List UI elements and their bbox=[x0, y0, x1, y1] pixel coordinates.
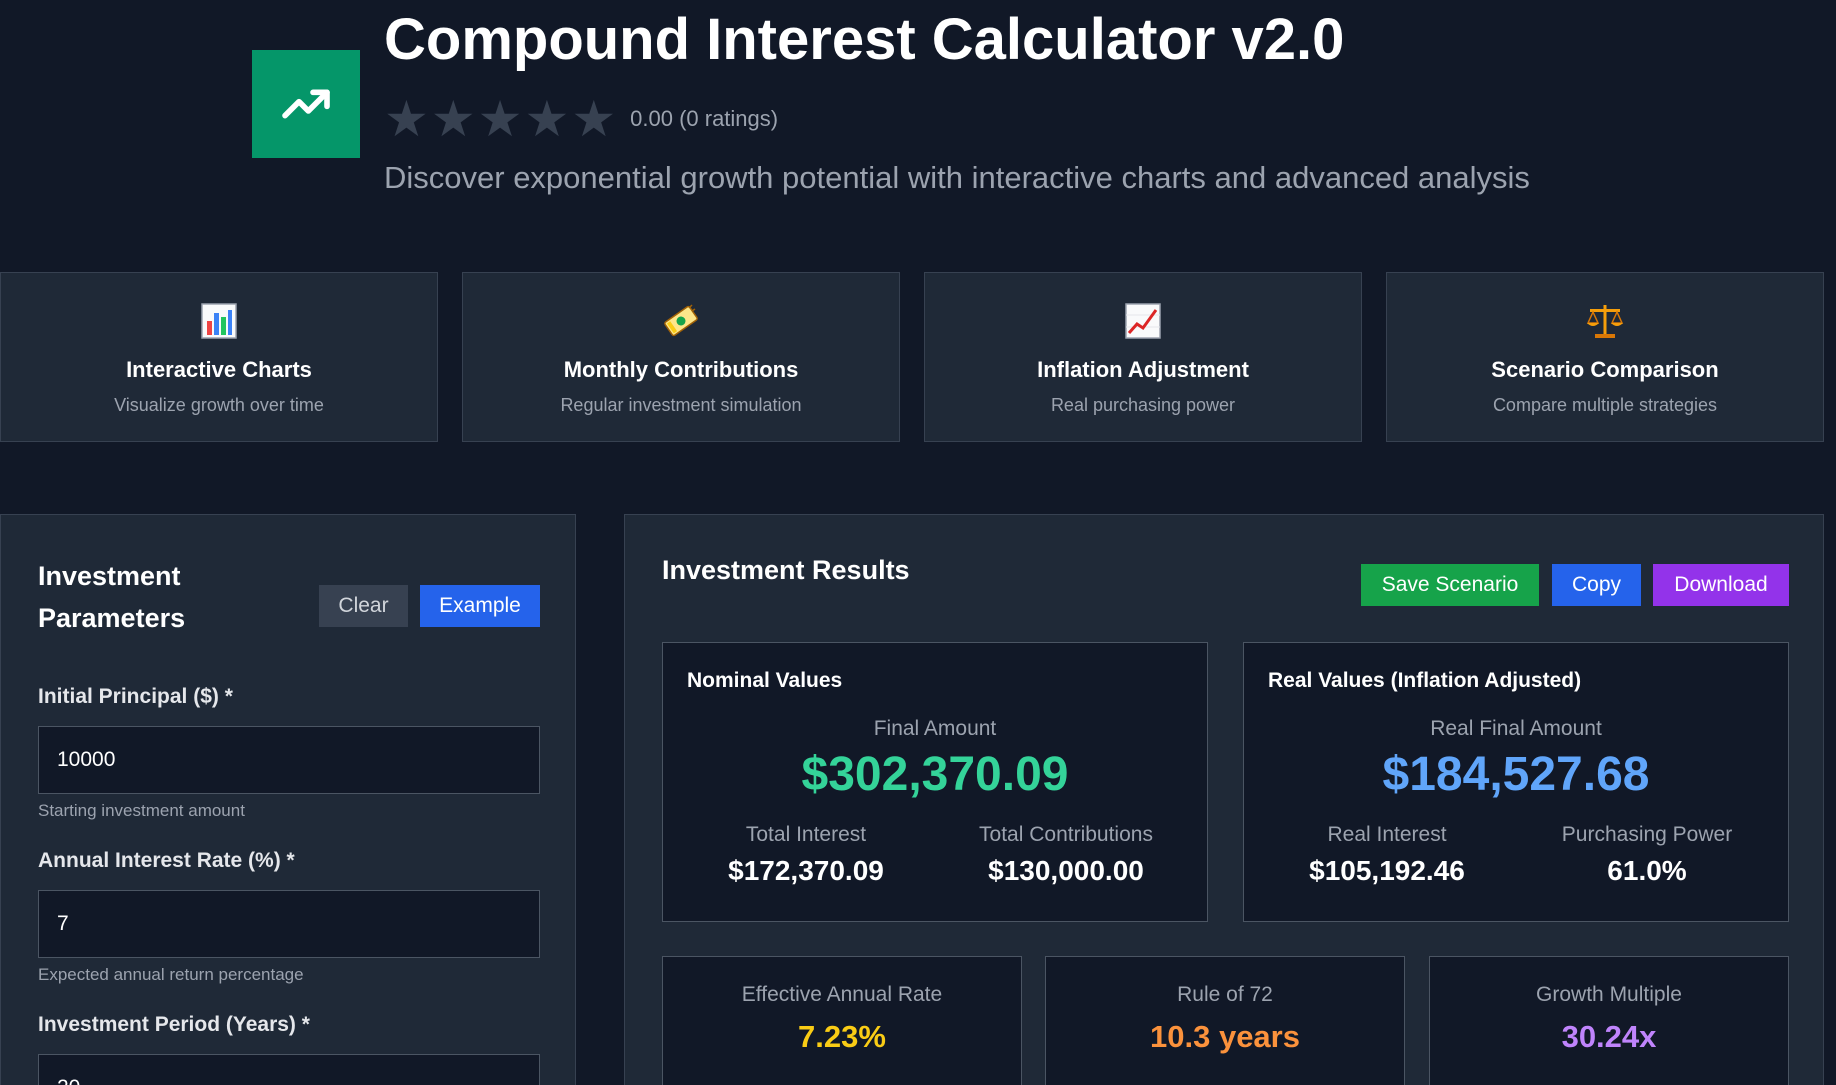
purchasing-power: Purchasing Power 61.0% bbox=[1517, 823, 1777, 887]
star-icon[interactable]: ★ bbox=[430, 91, 476, 147]
real-values-card: Real Values (Inflation Adjusted) Real Fi… bbox=[1243, 642, 1789, 922]
bar-chart-icon bbox=[199, 301, 239, 341]
metric-value: 10.3 years bbox=[1150, 1019, 1300, 1054]
rate-input[interactable] bbox=[38, 890, 540, 958]
example-button[interactable]: Example bbox=[420, 585, 540, 627]
period-label-text: Investment Period (Years) bbox=[38, 1013, 296, 1036]
total-interest-label: Total Interest bbox=[745, 823, 867, 846]
save-scenario-button[interactable]: Save Scenario bbox=[1361, 564, 1539, 606]
feature-desc: Compare multiple strategies bbox=[1492, 395, 1718, 415]
feature-card-charts: Interactive Charts Visualize growth over… bbox=[0, 272, 438, 442]
real-final-amount-value: $184,527.68 bbox=[1382, 748, 1650, 801]
feature-desc: Visualize growth over time bbox=[114, 395, 324, 415]
scales-icon bbox=[1585, 301, 1625, 341]
growth-multiple-card: Growth Multiple 30.24x bbox=[1429, 956, 1789, 1085]
feature-card-inflation: Inflation Adjustment Real purchasing pow… bbox=[924, 272, 1362, 442]
period-input[interactable] bbox=[38, 1054, 540, 1085]
total-contributions-label: Total Contributions bbox=[979, 823, 1153, 846]
rule-of-72-card: Rule of 72 10.3 years bbox=[1045, 956, 1405, 1085]
period-label: Investment Period (Years) * bbox=[38, 1013, 310, 1037]
feature-desc: Regular investment simulation bbox=[560, 395, 802, 415]
star-icon[interactable]: ★ bbox=[571, 91, 617, 147]
required-marker: * bbox=[224, 685, 233, 708]
effective-rate-card: Effective Annual Rate 7.23% bbox=[662, 956, 1022, 1085]
feature-title: Inflation Adjustment bbox=[1037, 357, 1249, 382]
feature-card-contributions: Monthly Contributions Regular investment… bbox=[462, 272, 900, 442]
total-interest: Total Interest $172,370.09 bbox=[676, 823, 936, 887]
parameters-title: Investment Parameters bbox=[38, 561, 186, 633]
principal-label-text: Initial Principal ($) bbox=[38, 685, 219, 708]
purchasing-power-value: 61.0% bbox=[1607, 855, 1687, 886]
nominal-values-card: Nominal Values Final Amount $302,370.09 … bbox=[662, 642, 1208, 922]
nominal-title: Nominal Values bbox=[687, 669, 843, 692]
feature-list: Interactive Charts Visualize growth over… bbox=[0, 272, 1836, 442]
star-icon[interactable]: ★ bbox=[384, 91, 429, 147]
final-amount-value: $302,370.09 bbox=[801, 748, 1069, 801]
total-contributions-value: $130,000.00 bbox=[988, 855, 1144, 886]
line-chart-icon bbox=[1123, 301, 1163, 341]
feature-title: Scenario Comparison bbox=[1491, 357, 1719, 382]
rate-label: Annual Interest Rate (%) * bbox=[38, 849, 295, 873]
rate-label-text: Annual Interest Rate (%) bbox=[38, 849, 281, 872]
download-button[interactable]: Download bbox=[1653, 564, 1789, 606]
feature-desc: Real purchasing power bbox=[1050, 395, 1236, 415]
total-interest-value: $172,370.09 bbox=[728, 855, 884, 886]
real-final-amount-label: Real Final Amount bbox=[1430, 717, 1602, 740]
metric-label: Effective Annual Rate bbox=[741, 983, 943, 1006]
investment-results-panel: Investment Results Save Scenario Copy Do… bbox=[624, 514, 1824, 1085]
star-icon[interactable]: ★ bbox=[477, 91, 523, 147]
feature-card-comparison: Scenario Comparison Compare multiple str… bbox=[1386, 272, 1824, 442]
real-interest-value: $105,192.46 bbox=[1309, 855, 1465, 886]
metric-value: 7.23% bbox=[798, 1019, 886, 1054]
final-amount-label: Final Amount bbox=[873, 717, 997, 740]
feature-title: Monthly Contributions bbox=[563, 357, 799, 382]
required-marker: * bbox=[286, 849, 295, 872]
app-logo bbox=[252, 50, 360, 158]
required-marker: * bbox=[301, 1013, 310, 1036]
metric-value: 30.24x bbox=[1561, 1019, 1657, 1054]
real-interest-label: Real Interest bbox=[1327, 823, 1447, 846]
results-title: Investment Results bbox=[662, 555, 910, 585]
page-title: Compound Interest Calculator v2.0 bbox=[384, 7, 1345, 72]
copy-button[interactable]: Copy bbox=[1552, 564, 1641, 606]
feature-title: Interactive Charts bbox=[126, 357, 312, 382]
metric-label: Rule of 72 bbox=[1177, 983, 1273, 1006]
purchasing-power-label: Purchasing Power bbox=[1561, 823, 1733, 846]
investment-parameters-panel: Investment Parameters Clear Example Init… bbox=[0, 514, 576, 1085]
page-subtitle: Discover exponential growth potential wi… bbox=[384, 160, 1530, 195]
rating-text: 0.00 (0 ratings) bbox=[630, 106, 779, 131]
real-interest: Real Interest $105,192.46 bbox=[1257, 823, 1517, 887]
principal-help: Starting investment amount bbox=[38, 801, 245, 820]
clear-button[interactable]: Clear bbox=[319, 585, 408, 627]
star-icon[interactable]: ★ bbox=[524, 91, 570, 147]
rate-help: Expected annual return percentage bbox=[38, 965, 304, 984]
principal-input[interactable] bbox=[38, 726, 540, 794]
total-contributions: Total Contributions $130,000.00 bbox=[936, 823, 1196, 887]
money-icon bbox=[661, 301, 701, 341]
principal-label: Initial Principal ($) * bbox=[38, 685, 233, 709]
star-rating[interactable]: ★ ★ ★ ★ ★ bbox=[384, 94, 616, 144]
rating-row: ★ ★ ★ ★ ★ 0.00 (0 ratings) bbox=[384, 94, 778, 144]
real-title: Real Values (Inflation Adjusted) bbox=[1268, 669, 1582, 692]
metric-label: Growth Multiple bbox=[1536, 983, 1682, 1006]
trending-up-icon bbox=[282, 89, 330, 119]
